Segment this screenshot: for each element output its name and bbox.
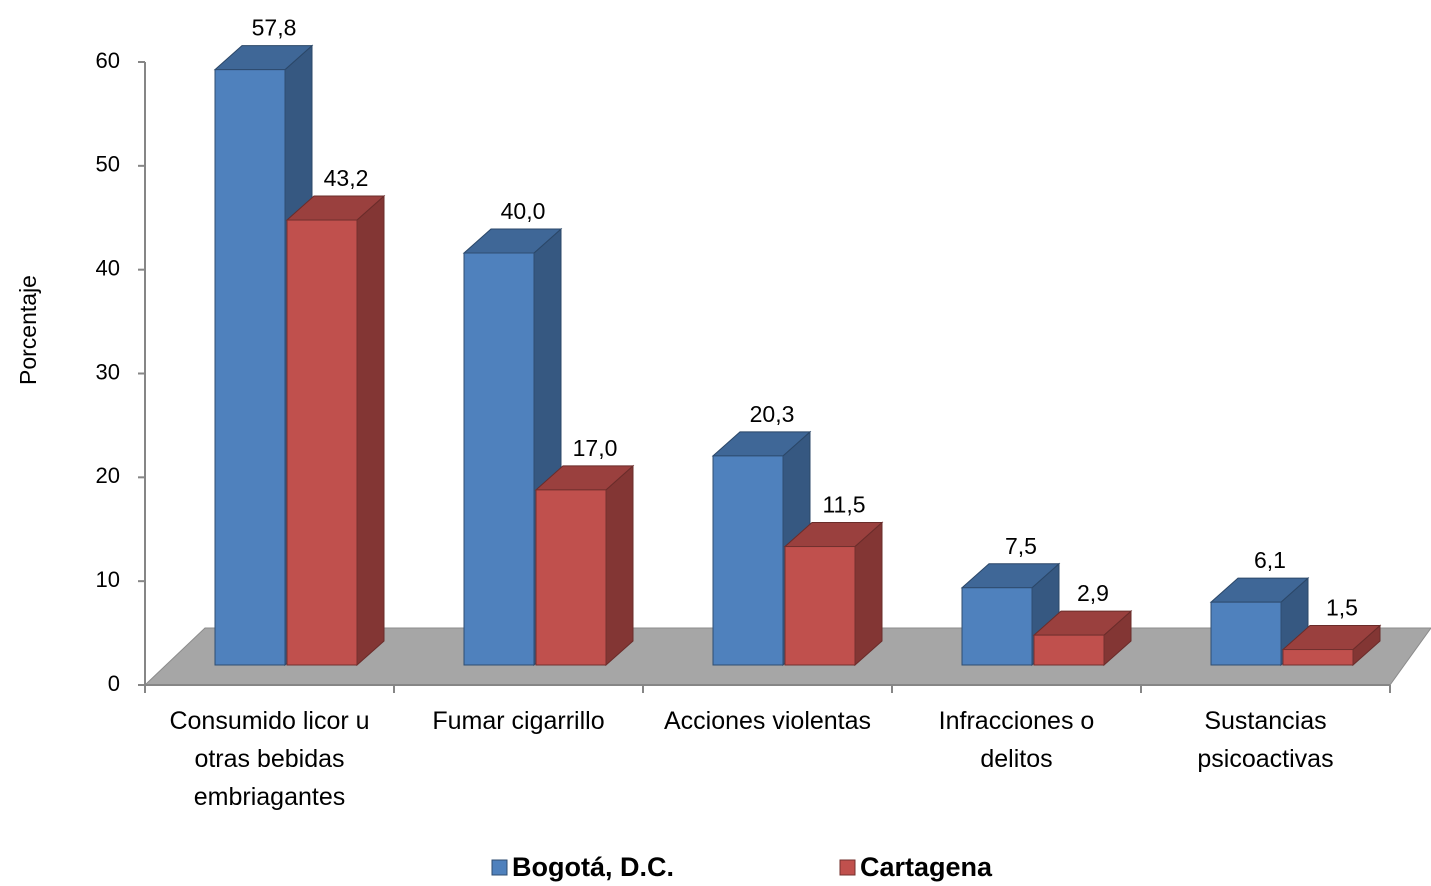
bar-side [605, 464, 634, 667]
bar-front [535, 489, 607, 666]
value-label: 6,1 [1254, 547, 1286, 573]
bar-front [1033, 634, 1105, 666]
bar [1032, 610, 1133, 667]
bar-front [1282, 649, 1354, 666]
value-label: 11,5 [822, 492, 865, 518]
y-axis-label: Porcentaje [15, 275, 41, 385]
bar-side [854, 521, 883, 667]
value-label: 2,9 [1077, 580, 1109, 606]
value-label: 43,2 [324, 165, 369, 191]
y-tick-label: 50 [96, 152, 120, 177]
bar [1281, 624, 1382, 667]
bar-front [784, 546, 856, 666]
bar-front [286, 219, 358, 666]
legend-label: Bogotá, D.C. [512, 852, 674, 882]
value-label: 57,8 [252, 15, 297, 41]
value-label: 20,3 [750, 401, 795, 427]
bar-front [1210, 601, 1282, 666]
x-tick-label: Consumido licor u otras bebidas embriaga… [169, 707, 370, 811]
bar-front [961, 587, 1033, 666]
y-tick-label: 30 [96, 359, 120, 384]
y-tick-label: 20 [96, 463, 120, 488]
value-label: 7,5 [1005, 533, 1037, 559]
legend-label: Cartagena [860, 852, 993, 882]
bar [285, 194, 386, 667]
legend-swatch [839, 859, 856, 876]
bar-side [356, 194, 385, 667]
bar [783, 521, 884, 667]
x-tick-label: Sustancias psicoactivas [1197, 707, 1334, 773]
bar [534, 464, 635, 667]
bar-front [214, 69, 286, 666]
y-tick-label: 40 [96, 255, 120, 280]
y-tick-label: 10 [96, 567, 120, 592]
y-tick-label: 0 [108, 671, 120, 696]
value-label: 1,5 [1326, 595, 1358, 621]
x-tick-label: Acciones violentas [663, 707, 872, 735]
y-tick-label: 60 [96, 48, 120, 73]
bar-front [712, 455, 784, 666]
x-tick-label: Infracciones o delitos [938, 707, 1095, 773]
value-label: 40,0 [501, 198, 546, 224]
x-tick-label: Fumar cigarrillo [432, 707, 605, 735]
legend-swatch [491, 859, 508, 876]
bar-front [463, 252, 535, 666]
value-label: 17,0 [573, 435, 618, 461]
